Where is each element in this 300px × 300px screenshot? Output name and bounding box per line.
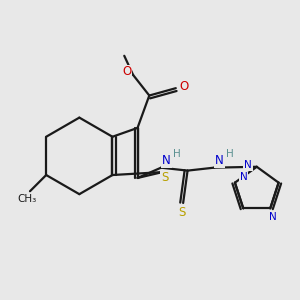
Text: N: N — [240, 172, 247, 182]
Text: H: H — [226, 149, 233, 159]
Text: S: S — [178, 206, 185, 219]
Text: CH₃: CH₃ — [17, 194, 37, 205]
Text: N: N — [269, 212, 277, 222]
Text: N: N — [162, 154, 171, 167]
Text: O: O — [122, 65, 131, 79]
Text: S: S — [161, 172, 169, 184]
Text: N: N — [215, 154, 224, 167]
Text: H: H — [172, 149, 180, 159]
Text: O: O — [179, 80, 189, 93]
Text: N: N — [244, 160, 252, 170]
